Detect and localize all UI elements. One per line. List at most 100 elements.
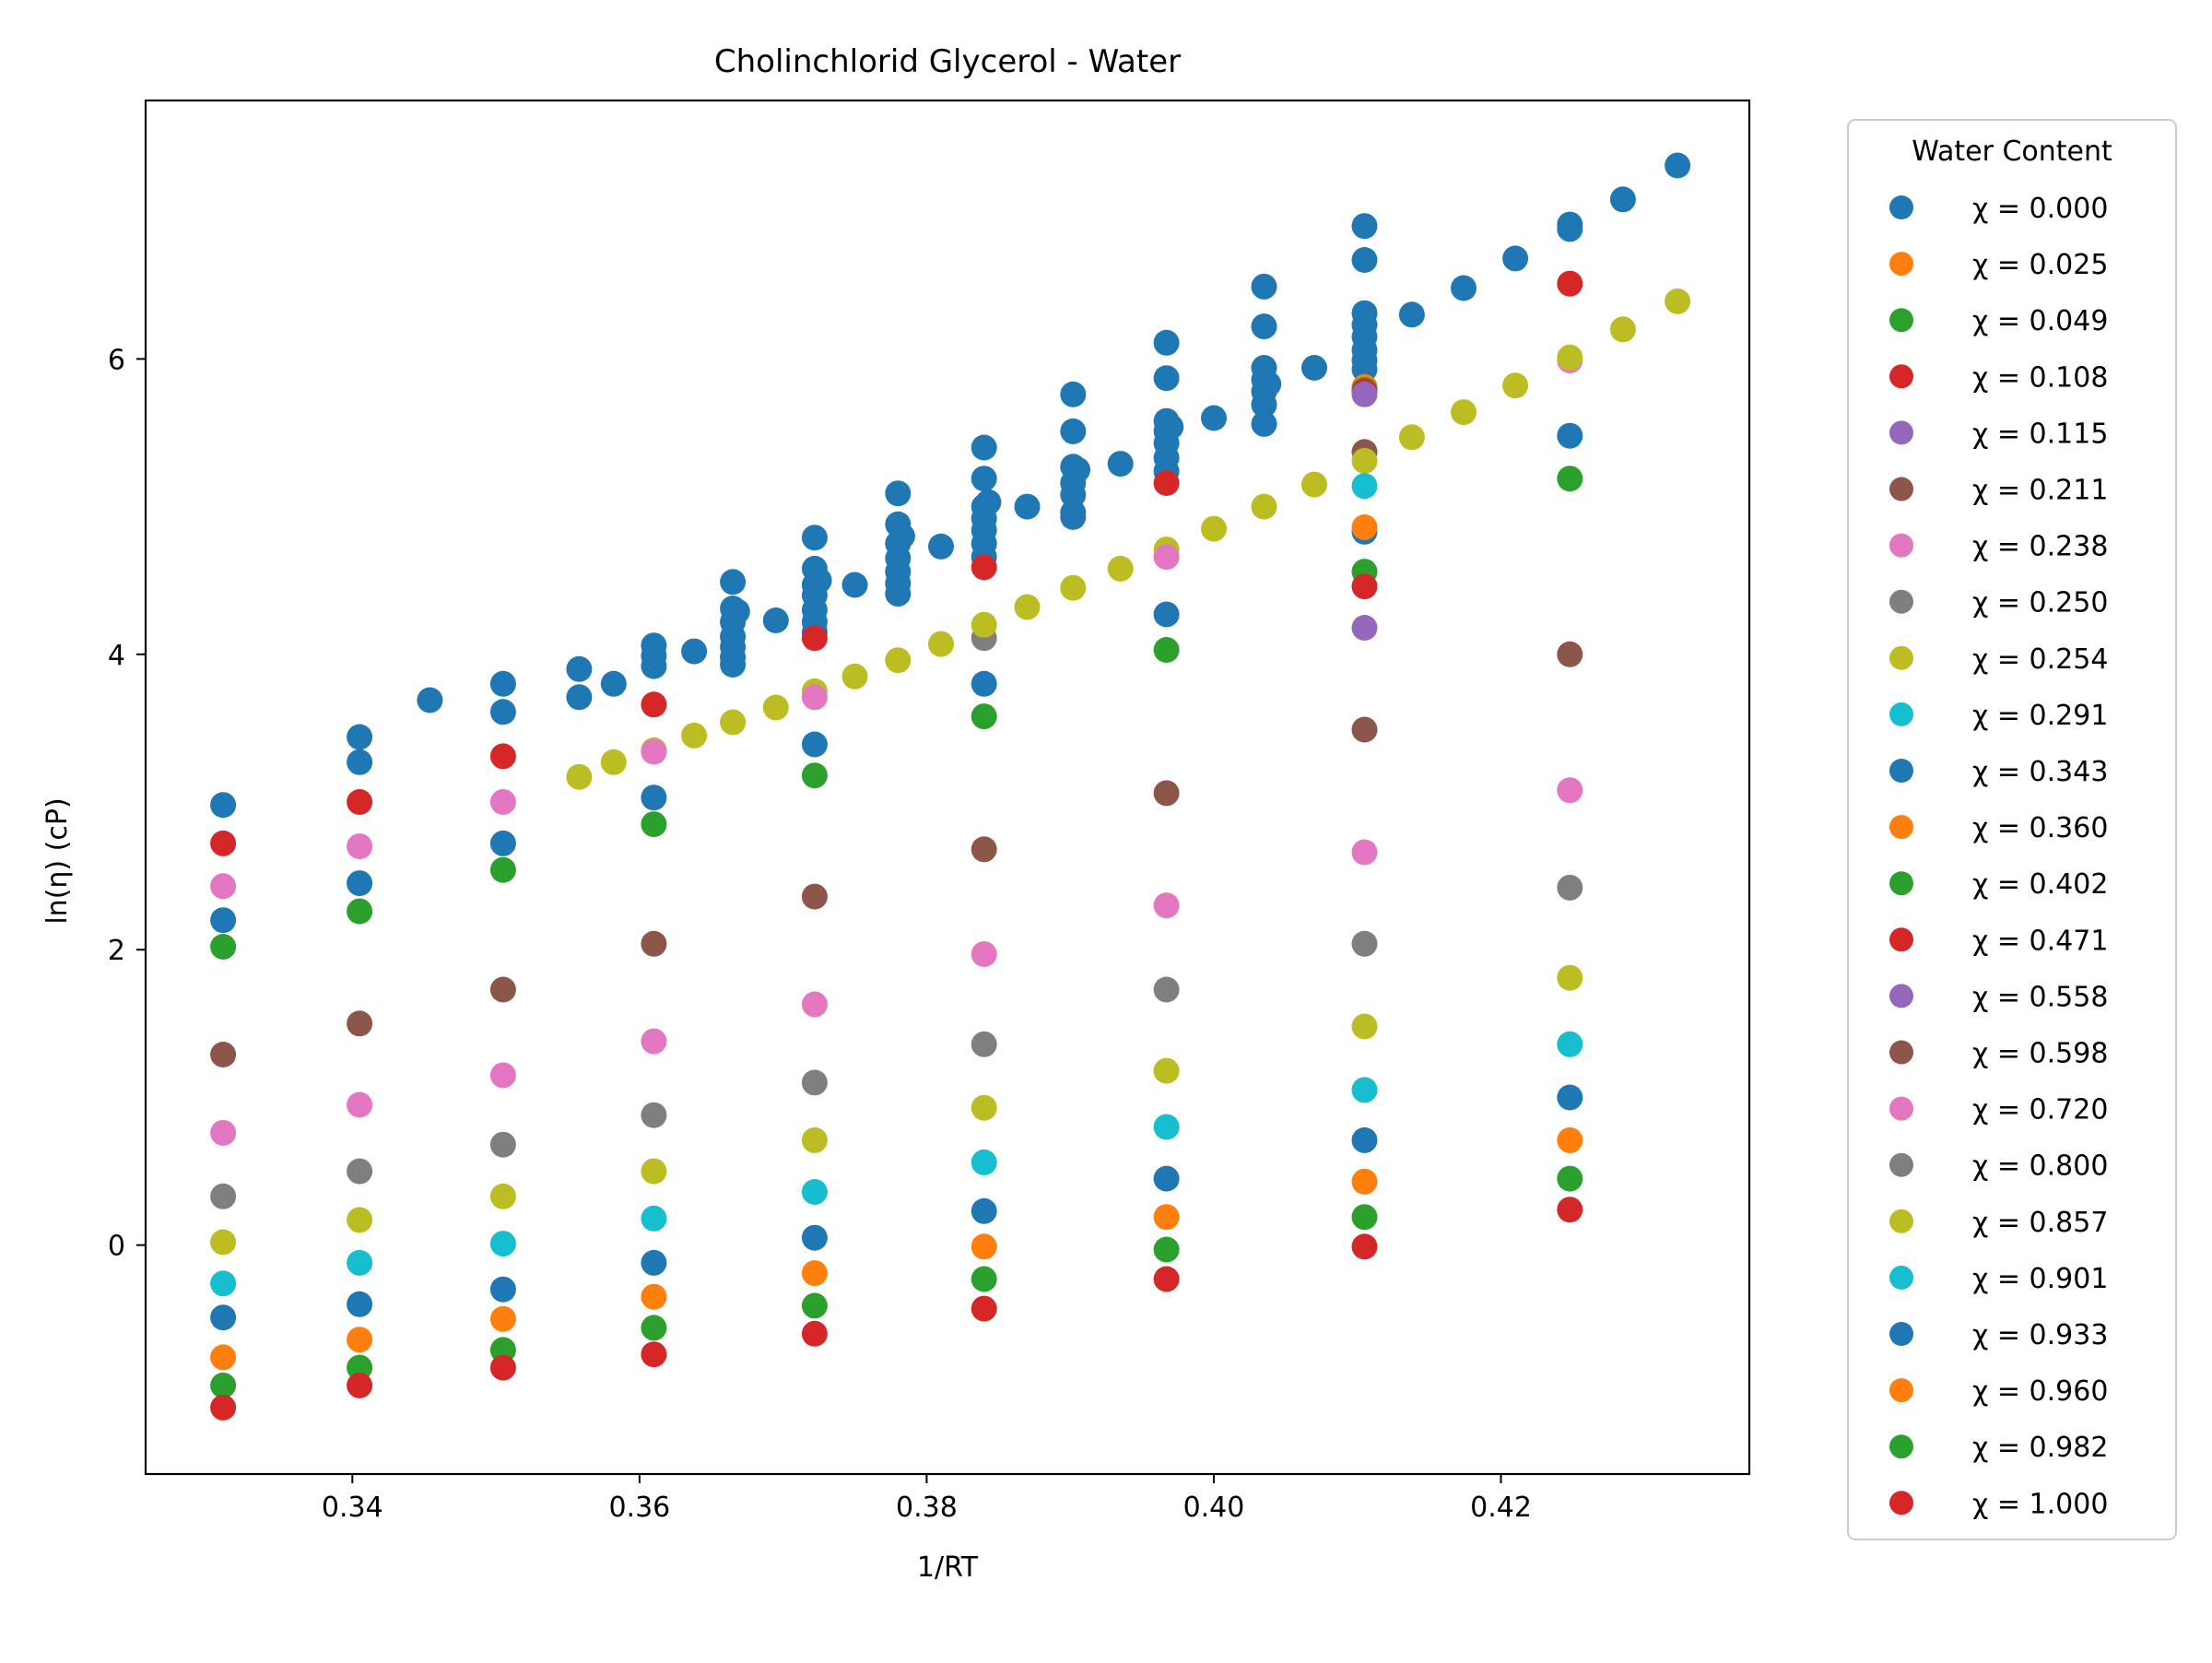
- data-point: [888, 523, 915, 549]
- series-12: [641, 466, 1583, 838]
- data-point: [489, 743, 516, 770]
- data-point: [1351, 447, 1378, 474]
- data-point: [347, 1010, 373, 1037]
- data-point: [1153, 470, 1180, 496]
- legend: Water Content χ = 0.000 χ = 0.025 χ = 0.04…: [1847, 119, 2177, 1540]
- data-point: [1153, 1204, 1180, 1231]
- data-point: [971, 1149, 997, 1175]
- data-point: [801, 991, 828, 1018]
- legend-label: χ = 0.720: [1972, 1094, 2108, 1126]
- data-point: [1153, 365, 1180, 392]
- legend-item: χ = 0.211: [1889, 475, 2108, 507]
- data-point: [1251, 493, 1277, 520]
- data-point: [1060, 574, 1087, 601]
- legend-item: χ = 0.402: [1889, 868, 2108, 901]
- data-point: [1351, 514, 1378, 540]
- y-axis-label: ln(η) (cP): [41, 797, 74, 924]
- data-point: [1201, 515, 1227, 542]
- data-point: [1153, 1114, 1180, 1140]
- data-point: [971, 670, 997, 697]
- legend-marker: [1889, 420, 1913, 445]
- data-point: [1557, 1126, 1583, 1153]
- legend-marker: [1889, 759, 1913, 783]
- y-tick-label: 2: [108, 935, 125, 967]
- data-point: [489, 1305, 516, 1332]
- legend-marker: [1889, 195, 1913, 219]
- data-point: [971, 1197, 997, 1224]
- legend-label: χ = 0.857: [1972, 1207, 2108, 1239]
- data-point: [971, 1094, 997, 1121]
- data-point: [1153, 1266, 1180, 1292]
- data-point: [1351, 839, 1378, 866]
- data-point: [1014, 493, 1041, 520]
- data-point: [971, 1266, 997, 1292]
- legend-item: χ = 0.471: [1889, 925, 2108, 957]
- data-point: [1251, 313, 1277, 340]
- data-point: [1153, 780, 1180, 807]
- y-tick-label: 0: [108, 1231, 125, 1263]
- data-point: [210, 1183, 237, 1209]
- data-point: [1153, 1057, 1180, 1084]
- data-point: [975, 489, 1002, 515]
- data-point: [210, 873, 237, 900]
- data-point: [1060, 503, 1087, 530]
- data-point: [641, 1102, 667, 1128]
- legend-marker: [1889, 1040, 1913, 1065]
- plot-points: [210, 152, 1691, 1421]
- data-point: [1153, 1236, 1180, 1263]
- data-point: [1251, 410, 1277, 437]
- data-point: [1351, 381, 1378, 407]
- data-point: [801, 1260, 828, 1287]
- data-point: [600, 670, 627, 697]
- data-point: [210, 934, 237, 960]
- legend-marker: [1889, 702, 1913, 726]
- data-point: [566, 684, 593, 711]
- data-point: [1107, 555, 1134, 582]
- data-point: [885, 647, 912, 674]
- legend-marker: [1889, 1265, 1913, 1290]
- data-point: [971, 1031, 997, 1057]
- legend-item: χ = 0.960: [1889, 1375, 2108, 1408]
- legend-label: χ = 0.360: [1972, 812, 2108, 844]
- data-point: [347, 789, 373, 815]
- data-point: [641, 930, 667, 957]
- data-point: [1351, 573, 1378, 600]
- data-point: [1609, 186, 1636, 213]
- data-point: [600, 749, 627, 775]
- legend-label: χ = 0.211: [1972, 475, 2108, 507]
- data-point: [641, 1249, 667, 1276]
- legend-label: χ = 0.800: [1972, 1150, 2108, 1183]
- legend-item: χ = 0.025: [1889, 249, 2108, 281]
- data-point: [210, 1344, 237, 1371]
- x-tick-label: 0.42: [1470, 1492, 1532, 1524]
- legend-label: χ = 0.108: [1972, 361, 2108, 394]
- data-point: [489, 1131, 516, 1158]
- legend-marker: [1889, 1434, 1913, 1459]
- data-point: [210, 1229, 237, 1256]
- legend-marker: [1889, 364, 1913, 389]
- data-point: [347, 898, 373, 925]
- data-point: [347, 1354, 373, 1381]
- data-point: [641, 691, 667, 718]
- data-point: [1609, 316, 1636, 343]
- series-15: [210, 641, 1583, 1067]
- data-point: [801, 1126, 828, 1153]
- legend-marker: [1889, 984, 1913, 1008]
- y-tick-label: 4: [108, 640, 125, 672]
- data-point: [971, 466, 997, 492]
- series-9: [1351, 473, 1378, 500]
- data-point: [1557, 1084, 1583, 1111]
- legend-marker: [1889, 1152, 1913, 1177]
- series-11: [1351, 514, 1378, 540]
- data-point: [1251, 392, 1277, 418]
- series-0: [417, 152, 1691, 714]
- legend-label: χ = 0.901: [1972, 1263, 2108, 1295]
- data-point: [801, 731, 828, 758]
- series-22: [210, 856, 1583, 1398]
- y-tick-label: 6: [108, 344, 125, 376]
- x-tick-label: 0.40: [1183, 1492, 1245, 1524]
- legend-item: χ = 0.360: [1889, 812, 2108, 844]
- data-point: [1301, 355, 1327, 381]
